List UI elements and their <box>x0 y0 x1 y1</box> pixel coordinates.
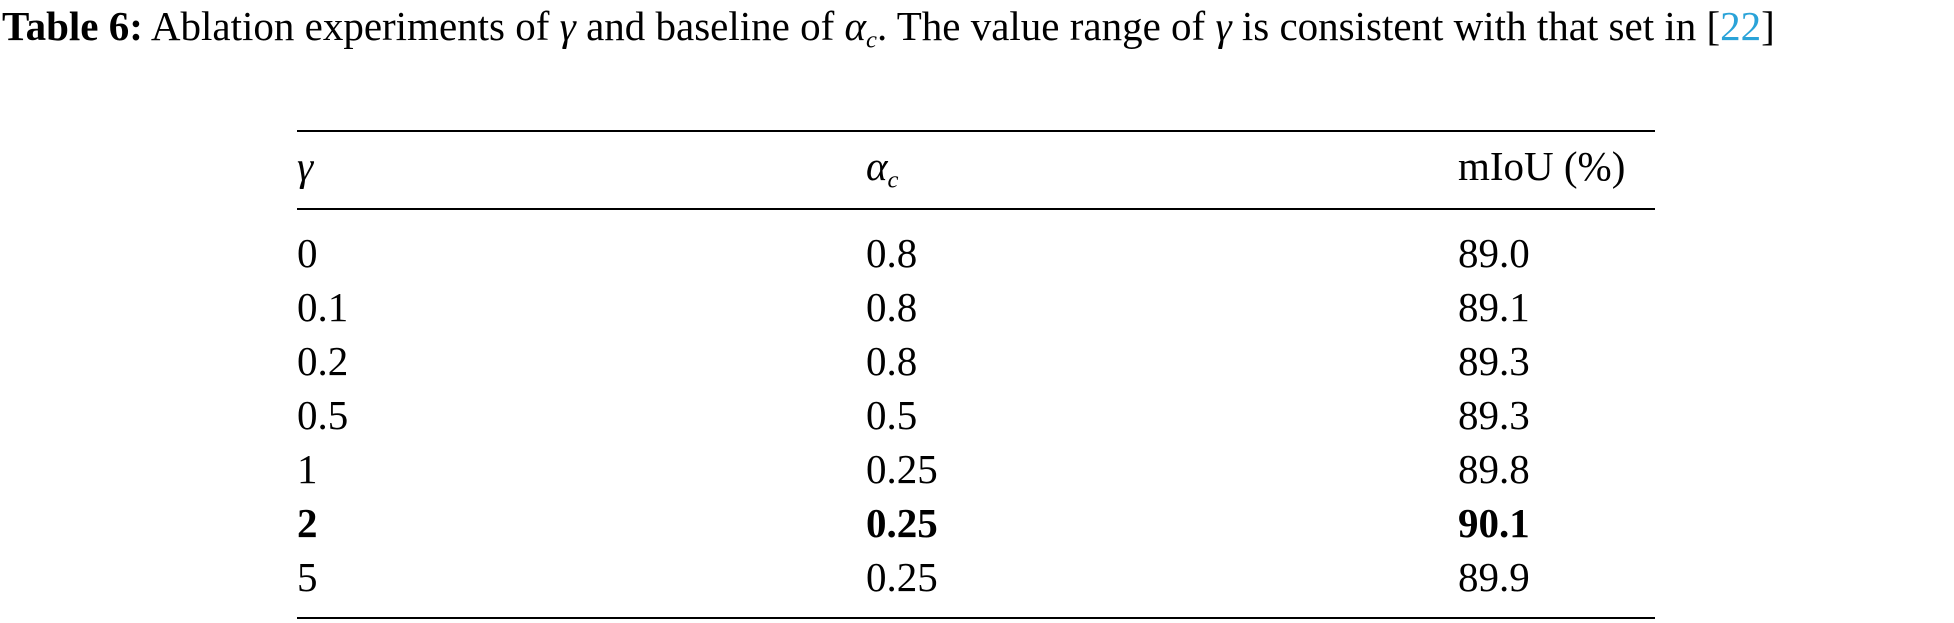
table-cell: 0.25 <box>866 446 938 492</box>
table-cell: 0.5 <box>866 392 918 438</box>
table-cell: 5 <box>297 554 318 600</box>
header-cell: αc <box>866 142 898 204</box>
table-cell: 0.25 <box>866 554 938 600</box>
header-cell: mIoU (%) <box>1458 142 1625 190</box>
header-text: γ <box>297 143 314 189</box>
table-cell: 0.8 <box>866 338 918 384</box>
table-cell: 2 <box>297 500 318 546</box>
table-cell: 0.25 <box>866 500 938 546</box>
table-cell: 0.1 <box>297 284 349 330</box>
table-cell: 0.8 <box>866 284 918 330</box>
table-cell: 89.1 <box>1458 284 1530 330</box>
header-text: α <box>866 143 888 189</box>
table-cell: 89.8 <box>1458 446 1530 492</box>
table-cell: 89.9 <box>1458 554 1530 600</box>
table-cell: 0 <box>297 230 318 276</box>
caption-text: Ablation experiments of <box>150 3 560 49</box>
header-text: mIoU (%) <box>1458 143 1626 189</box>
caption-symbol: γ <box>1215 3 1232 49</box>
mid-rule <box>297 208 1655 210</box>
table-cell: 89.3 <box>1458 338 1530 384</box>
table-cell: 0.5 <box>297 392 349 438</box>
caption-text: is consistent with that set in [ <box>1231 3 1721 49</box>
caption-subscript: c <box>866 26 877 54</box>
bottom-rule <box>297 617 1655 619</box>
caption-text: . The value range of <box>876 3 1216 49</box>
caption-text: ] <box>1761 3 1775 49</box>
table-cell: 89.3 <box>1458 392 1530 438</box>
caption-symbol: γ <box>559 3 576 49</box>
caption-text: and baseline of <box>575 3 845 49</box>
table-caption: Table 6: Ablation experiments of γ and b… <box>2 0 1952 66</box>
header-subscript: c <box>887 166 899 194</box>
header-cell: γ <box>297 142 313 190</box>
caption-label: Table 6: <box>2 3 143 49</box>
table-cell: 90.1 <box>1458 500 1530 546</box>
top-rule <box>297 130 1655 132</box>
table-cell: 89.0 <box>1458 230 1530 276</box>
table-cell: 0.2 <box>297 338 349 384</box>
caption-symbol: α <box>844 3 867 49</box>
citation-link[interactable]: 22 <box>1720 3 1762 49</box>
table-cell: 0.8 <box>866 230 918 276</box>
table-cell: 1 <box>297 446 318 492</box>
